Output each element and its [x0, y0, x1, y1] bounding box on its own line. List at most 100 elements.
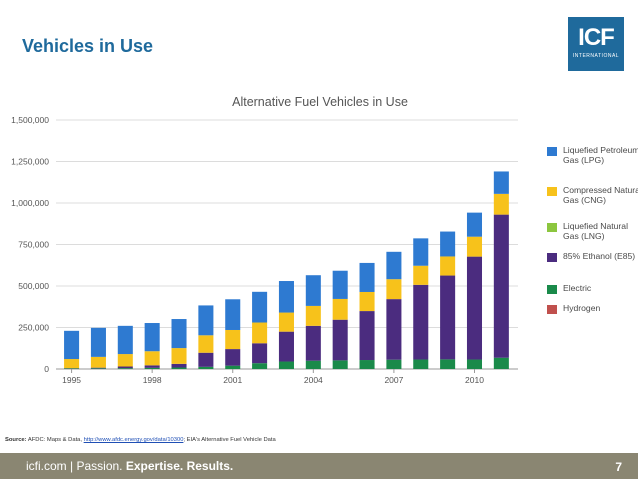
- source-label: Source:: [5, 437, 27, 443]
- source-note: Source: AFDC: Maps & Data, http://www.af…: [5, 437, 276, 443]
- bar-segment: [252, 291, 268, 323]
- legend-item: Electric: [547, 283, 592, 294]
- bar-segment: [440, 275, 456, 360]
- footer-separator: |: [70, 459, 74, 473]
- bar-segment: [171, 348, 187, 364]
- bar-segment: [386, 299, 402, 360]
- logo-sub-text: INTERNATIONAL: [572, 53, 620, 59]
- bar-segment: [332, 360, 348, 369]
- legend-item: Liquefied Petroleum Gas (LPG): [547, 145, 638, 165]
- legend-label: Compressed Natural Gas (CNG): [563, 185, 638, 205]
- bar-segment: [64, 359, 80, 369]
- bar-segment: [359, 311, 375, 361]
- bar-segment: [493, 193, 509, 215]
- bar-segment: [413, 359, 429, 369]
- x-tick-label: 1995: [62, 375, 81, 385]
- x-tick-label: 2007: [384, 375, 403, 385]
- bar-segment: [466, 256, 483, 360]
- source-text: AFDC: Maps & Data,: [27, 437, 83, 443]
- bar-segment: [198, 335, 214, 353]
- legend-item: 85% Ethanol (E85): [547, 251, 635, 262]
- y-tick-label: 1,500,000: [11, 115, 49, 125]
- y-tick-label: 750,000: [18, 240, 49, 250]
- legend-swatch: [547, 253, 557, 262]
- bar-segment: [225, 329, 241, 350]
- y-tick-label: 1,250,000: [11, 157, 49, 167]
- bar-segment: [225, 299, 241, 330]
- bar-segment: [144, 351, 160, 366]
- legend-item: Liquefied Natural Gas (LNG): [547, 221, 638, 241]
- bar-segment: [90, 368, 106, 369]
- bar-segment: [386, 359, 402, 369]
- legend-swatch: [547, 305, 557, 314]
- bar-segment: [278, 361, 294, 369]
- footer-expertise: Expertise.: [125, 459, 184, 473]
- legend-swatch: [547, 147, 557, 156]
- bar-segment: [386, 251, 402, 280]
- bar-segment: [332, 270, 348, 299]
- bar-segment: [440, 256, 456, 276]
- bar-segment: [252, 322, 268, 344]
- chart-title: Alternative Fuel Vehicles in Use: [232, 95, 408, 109]
- bar-segment: [144, 323, 160, 352]
- bar-segment: [252, 343, 268, 364]
- footer-site: icfi.com: [26, 459, 67, 473]
- legend-swatch: [547, 285, 557, 294]
- bar-segment: [413, 238, 429, 266]
- y-tick-label: 250,000: [18, 323, 49, 333]
- bar-segment: [493, 171, 509, 194]
- bar-segment: [90, 327, 106, 357]
- y-tick-label: 1,000,000: [11, 198, 49, 208]
- bar-segment: [171, 363, 187, 368]
- bar-segment: [493, 357, 509, 369]
- bar-segment: [117, 325, 133, 355]
- legend-item: Hydrogen: [547, 303, 600, 314]
- bar-segment: [305, 360, 321, 369]
- bar-segment: [225, 349, 241, 366]
- bar-segment: [466, 212, 483, 237]
- bar-segment: [359, 360, 375, 369]
- bar-segment: [144, 365, 160, 368]
- bar-segment: [386, 279, 402, 300]
- bar-segment: [144, 367, 160, 369]
- page-number: 7: [615, 460, 622, 474]
- bar-segment: [171, 367, 187, 369]
- bar-segment: [305, 275, 321, 306]
- chart: Alternative Fuel Vehicles in Use 0 250,000…: [11, 95, 518, 385]
- y-tick-label: 500,000: [18, 281, 49, 291]
- footer-bar: icfi.com | Passion. Expertise. Results. …: [0, 453, 638, 479]
- bar-segment: [332, 319, 348, 361]
- x-tick-label: 2010: [465, 375, 484, 385]
- bar-segment: [493, 214, 509, 358]
- bar-segment: [359, 291, 375, 312]
- bar-segment: [117, 368, 133, 369]
- bar-segment: [359, 262, 375, 292]
- legend-label: Electric: [563, 283, 592, 293]
- legend-swatch: [547, 223, 557, 232]
- legend-label: Liquefied Petroleum Gas (LPG): [563, 145, 638, 165]
- bar-segment: [198, 352, 214, 367]
- bar-segment: [198, 305, 214, 336]
- bar-segment: [90, 356, 106, 368]
- bar-segment: [413, 284, 429, 360]
- y-tick-label: 0: [44, 364, 49, 374]
- bar-segment: [252, 363, 268, 369]
- bar-segment: [466, 359, 483, 369]
- bar-segment: [278, 281, 294, 313]
- bar-segment: [305, 325, 321, 361]
- legend-swatch: [547, 187, 557, 196]
- x-tick-label: 1998: [143, 375, 162, 385]
- legend-item: Compressed Natural Gas (CNG): [547, 185, 638, 205]
- bar-segment: [225, 365, 241, 369]
- slide-title: Vehicles in Use: [22, 36, 154, 56]
- footer-results: Results.: [186, 459, 234, 473]
- source-link[interactable]: http://www.afdc.energy.gov/data/10300: [83, 437, 184, 443]
- bar-segment: [413, 265, 429, 285]
- footer-tagline: icfi.com | Passion. Expertise. Results.: [26, 459, 233, 473]
- footer-passion: Passion.: [76, 459, 123, 473]
- bar-segment: [198, 366, 214, 369]
- bar-segment: [90, 367, 106, 369]
- bar-segment: [440, 359, 456, 369]
- bar-segment: [64, 330, 80, 360]
- bar-segment: [117, 354, 133, 367]
